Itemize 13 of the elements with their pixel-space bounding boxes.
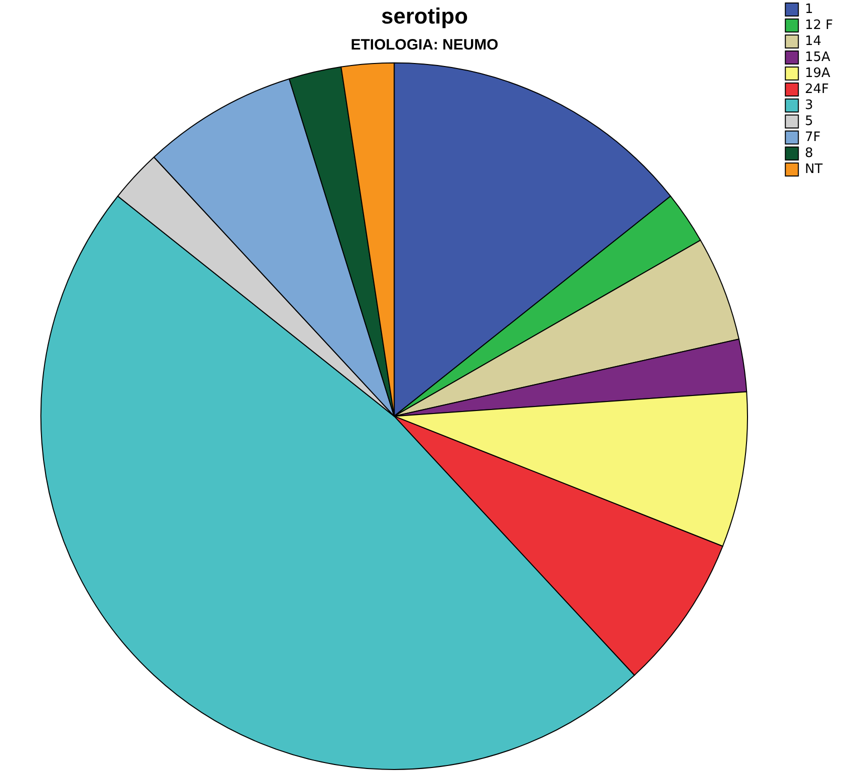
legend-label: 15A: [804, 50, 830, 65]
legend-label: 19A: [804, 66, 830, 81]
legend-label: 1: [804, 2, 814, 17]
legend-label: 8: [804, 146, 814, 161]
legend-label: 12 F: [804, 18, 834, 33]
legend-label: 24F: [804, 82, 829, 97]
legend-label: 7F: [804, 130, 821, 145]
legend-label: 5: [804, 114, 814, 129]
legend-label: 3: [804, 98, 814, 113]
chart-title: serotipo: [381, 3, 468, 28]
legend-label: 14: [804, 34, 822, 49]
legend-label: NT: [804, 162, 823, 177]
text: ETIOLOGIA: NEUMO: [350, 36, 499, 54]
